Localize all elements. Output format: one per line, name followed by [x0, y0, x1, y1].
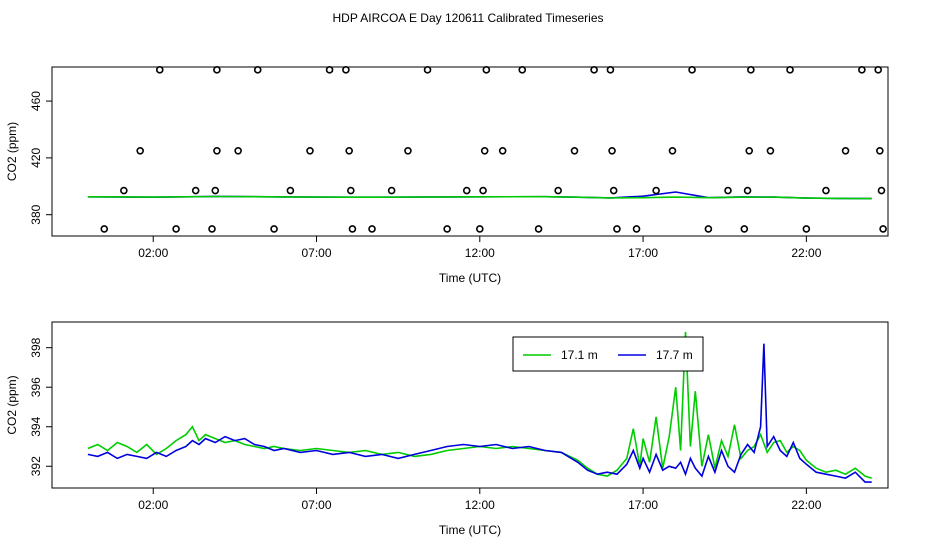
data-point [879, 225, 887, 233]
data-point [387, 186, 396, 195]
y-tick-label: 420 [29, 148, 43, 168]
x-tick-label: 17:00 [628, 246, 658, 260]
legend-label: 17.1 m [561, 348, 598, 362]
data-point [518, 66, 527, 74]
data-point [822, 186, 830, 195]
x-tick-label: 07:00 [302, 246, 332, 260]
data-point [740, 225, 749, 233]
data-point [100, 225, 109, 233]
data-point [475, 225, 484, 233]
x-tick-label: 02:00 [138, 498, 168, 512]
data-point [652, 186, 660, 195]
data-point [606, 66, 615, 74]
data-point [609, 186, 618, 195]
series-line-1 [87, 195, 872, 200]
data-point [747, 66, 755, 74]
data-point [155, 66, 164, 74]
data-point [191, 186, 200, 195]
data-point [632, 225, 641, 233]
data-point [213, 66, 221, 74]
data-point [253, 66, 262, 74]
top-panel: 02:00 07:00 12:00 17:00 22:00 380 420 460 Time (… [5, 66, 889, 285]
data-point [423, 66, 432, 74]
y-tick-label: 394 [29, 416, 43, 436]
y-tick-label: 398 [29, 337, 43, 357]
data-point [590, 66, 598, 74]
bottom-panel: 02:00 07:00 12:00 17:00 22:00 392 394 396 398 Tim… [5, 321, 889, 537]
data-point [462, 186, 471, 195]
x-tick-label: 02:00 [138, 246, 168, 260]
data-point [404, 146, 412, 155]
data-point [325, 66, 334, 74]
data-point [270, 225, 278, 233]
data-point [479, 186, 487, 195]
y-tick-label: 392 [29, 456, 43, 476]
plot-frame [51, 321, 889, 489]
series-line-2 [87, 343, 872, 483]
data-point [482, 66, 491, 74]
data-point [841, 146, 850, 155]
x-tick-label: 12:00 [465, 246, 495, 260]
y-axis-label: CO2 (ppm) [5, 122, 19, 181]
data-point [234, 146, 242, 155]
data-point [570, 146, 579, 155]
data-point [704, 225, 713, 233]
data-point [688, 66, 696, 74]
data-point [345, 146, 353, 155]
x-axis-label: Time (UTC) [439, 523, 501, 537]
data-point [480, 146, 489, 155]
y-axis-label: CO2 (ppm) [5, 375, 19, 434]
data-point [213, 146, 221, 155]
data-point [498, 146, 507, 155]
y-tick-label: 460 [29, 91, 43, 111]
data-point [120, 186, 128, 195]
data-point [306, 146, 314, 155]
legend: 17.1 m 17.7 m [512, 336, 704, 372]
data-point [802, 225, 811, 233]
data-point [443, 225, 451, 233]
data-point [211, 186, 220, 195]
data-point [877, 186, 886, 195]
y-tick-label: 380 [29, 204, 43, 224]
data-point [136, 146, 144, 155]
plot-frame [51, 66, 889, 237]
series-line-1 [87, 331, 872, 479]
data-point [608, 146, 616, 155]
data-point [876, 146, 884, 155]
x-tick-label: 22:00 [791, 246, 821, 260]
data-point [554, 186, 562, 195]
chart-title: HDP AIRCOA E Day 120611 Calibrated Times… [332, 11, 603, 25]
data-point [874, 66, 883, 74]
data-point [348, 225, 357, 233]
data-point [286, 186, 295, 195]
legend-label: 17.7 m [656, 348, 693, 362]
data-point [858, 66, 866, 74]
data-point [613, 225, 621, 233]
x-axis-label: Time (UTC) [439, 271, 501, 285]
data-point [347, 186, 355, 195]
data-point [745, 146, 754, 155]
data-point [668, 146, 677, 155]
data-point [208, 225, 216, 233]
data-point [724, 186, 732, 195]
data-point [172, 225, 180, 233]
y-tick-label: 396 [29, 377, 43, 397]
data-point [766, 146, 775, 155]
data-point [743, 186, 752, 195]
x-tick-label: 22:00 [791, 498, 821, 512]
x-tick-label: 12:00 [465, 498, 495, 512]
legend-box [512, 336, 704, 372]
data-point [368, 225, 376, 233]
x-tick-label: 07:00 [302, 498, 332, 512]
x-tick-label: 17:00 [628, 498, 658, 512]
data-point [342, 66, 350, 74]
data-point [786, 66, 794, 74]
data-point [534, 225, 543, 233]
